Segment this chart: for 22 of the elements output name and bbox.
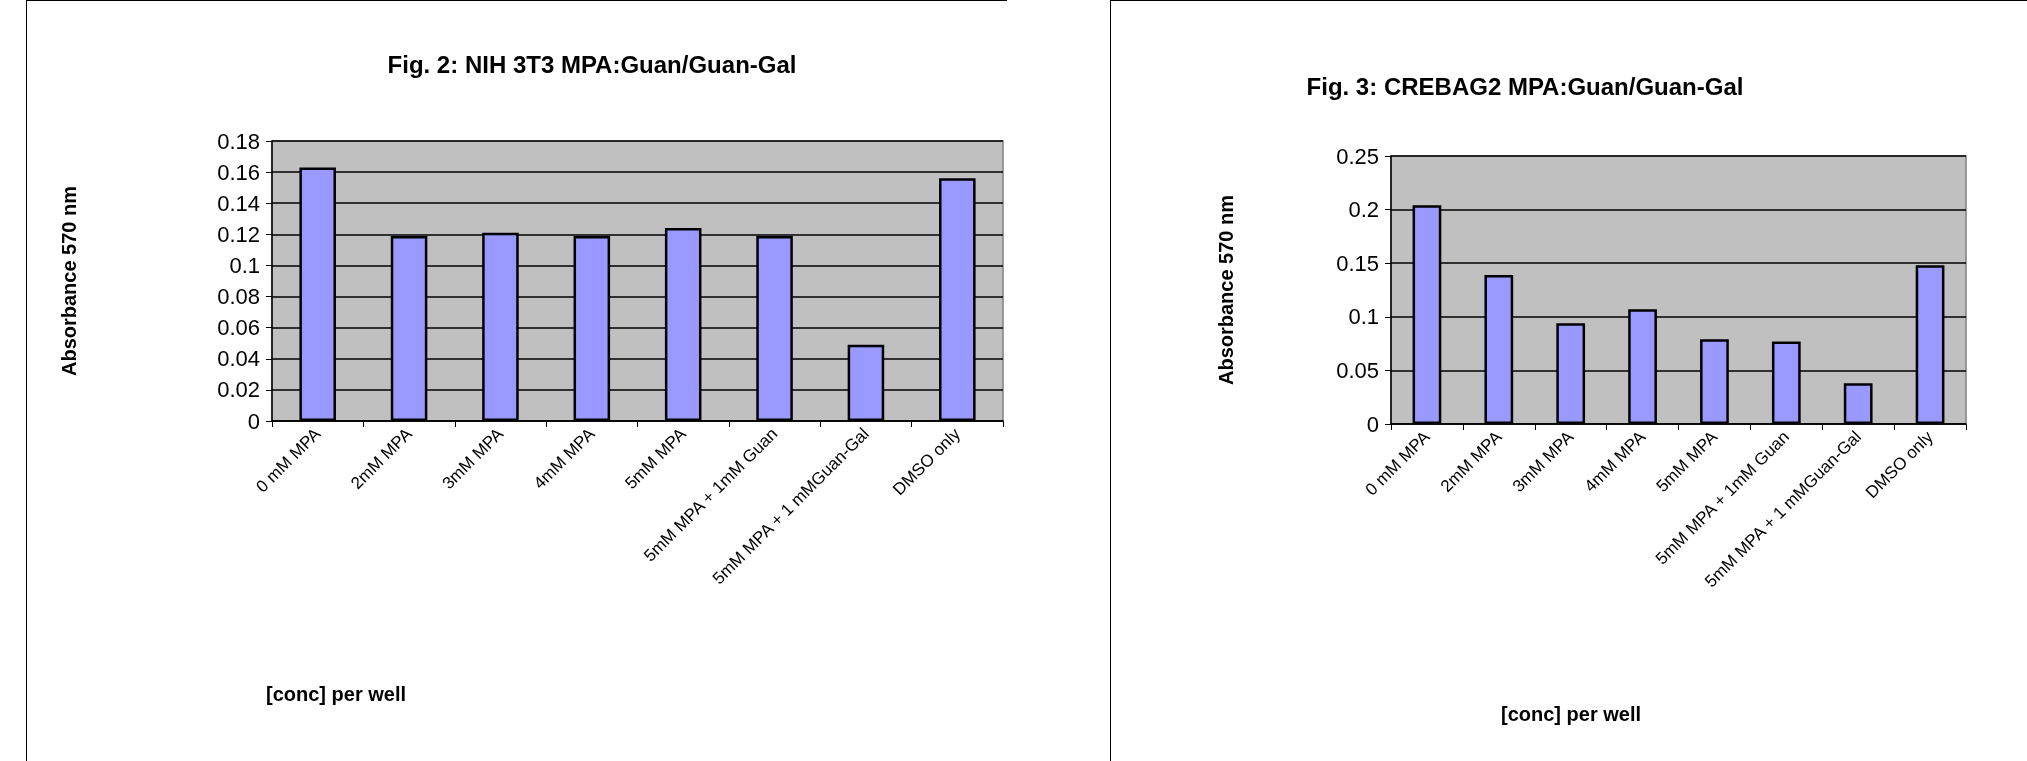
y-tick-label: 0.25 [1336, 143, 1379, 169]
y-tick-label: 0.05 [1336, 357, 1379, 383]
x-axis-title: [conc] per well [1500, 703, 1642, 725]
y-axis-title: Absorbance 570 nm [58, 185, 80, 377]
x-axis-title: [conc] per well [265, 683, 407, 705]
y-tick-label: 0.15 [1336, 250, 1379, 276]
y-tick-label: 0.14 [217, 190, 260, 216]
y-tick-label: 0.2 [1348, 197, 1379, 223]
y-tick-label: 0 [1366, 411, 1379, 437]
y-tick-label: 0.02 [217, 377, 260, 403]
chart-title: Fig. 3: CREBAG2 MPA:Guan/Guan-Gal [1306, 72, 1744, 100]
y-tick-label: 0.1 [1348, 304, 1379, 330]
y-tick-label: 0 [247, 408, 260, 434]
y-tick-label: 0.06 [217, 315, 260, 341]
y-tick-label: 0.1 [229, 252, 260, 278]
y-tick-label: 0.12 [217, 221, 260, 247]
y-tick-label: 0.08 [217, 284, 260, 310]
y-axis-title: Absorbance 570 nm [1215, 194, 1237, 386]
y-tick-label: 0.18 [217, 128, 260, 154]
y-tick-label: 0.04 [217, 346, 260, 372]
y-tick-label: 0.16 [217, 159, 260, 185]
chart-title: Fig. 2: NIH 3T3 MPA:Guan/Guan-Gal [387, 50, 797, 78]
